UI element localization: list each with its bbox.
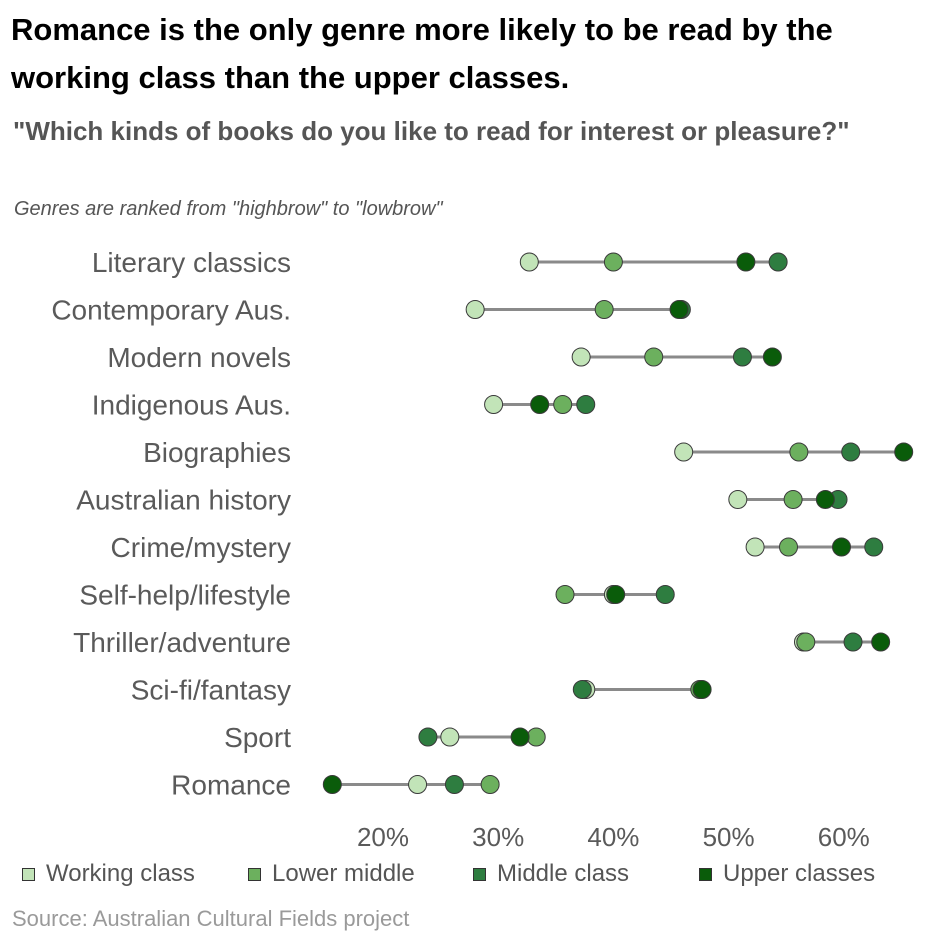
x-tick-label: 40% xyxy=(587,822,639,852)
dot-contemporary-aus-upper-classes xyxy=(669,300,689,319)
legend-swatch xyxy=(248,867,261,881)
category-label-sport: Sport xyxy=(224,722,291,753)
dot-literary-classics-lower-middle xyxy=(603,252,623,272)
dot-thriller-adventure-upper-classes xyxy=(871,632,891,652)
dot-self-help-lifestyle-middle-class xyxy=(655,585,675,604)
category-label-literary-classics: Literary classics xyxy=(92,247,291,278)
chart-note: Genres are ranked from "highbrow" to "lo… xyxy=(14,198,443,220)
category-label-modern-novels: Modern novels xyxy=(107,342,291,373)
dot-modern-novels-lower-middle xyxy=(644,347,664,367)
dot-sci-fi-fantasy-middle-class xyxy=(572,680,592,699)
dot-australian-history-lower-middle xyxy=(783,490,803,509)
x-tick-label: 30% xyxy=(472,822,524,852)
dot-biographies-upper-classes xyxy=(894,442,914,462)
legend-item-upper-classes: Upper classes xyxy=(699,860,875,888)
category-label-thriller-adventure: Thriller/adventure xyxy=(73,627,291,658)
dot-crime-mystery-lower-middle xyxy=(779,537,799,557)
x-tick-label: 60% xyxy=(818,822,870,852)
dot-indigenous-aus-working-class xyxy=(484,395,504,414)
dot-contemporary-aus-lower-middle xyxy=(594,300,614,319)
category-label-contemporary-aus: Contemporary Aus. xyxy=(51,295,291,326)
category-label-self-help-lifestyle: Self-help/lifestyle xyxy=(79,580,291,611)
dot-crime-mystery-middle-class xyxy=(864,537,884,557)
dot-sport-working-class xyxy=(440,727,460,747)
dot-romance-working-class xyxy=(408,775,428,794)
dot-indigenous-aus-upper-classes xyxy=(530,395,550,414)
dot-modern-novels-upper-classes xyxy=(762,347,782,367)
dot-sport-lower-middle xyxy=(526,727,546,747)
dot-biographies-working-class xyxy=(674,442,694,462)
dot-literary-classics-middle-class xyxy=(768,252,788,272)
chart-title: Romance is the only genre more likely to… xyxy=(11,12,833,95)
dot-romance-lower-middle xyxy=(480,775,500,794)
dot-crime-mystery-working-class xyxy=(745,537,765,557)
legend-label: Upper classes xyxy=(723,860,876,887)
dot-sport-middle-class xyxy=(418,727,438,747)
category-label-romance: Romance xyxy=(171,770,291,801)
dot-literary-classics-working-class xyxy=(519,252,539,272)
dot-thriller-adventure-lower-middle xyxy=(796,632,816,652)
dot-australian-history-working-class xyxy=(728,490,748,509)
dot-modern-novels-working-class xyxy=(571,347,591,367)
dot-romance-middle-class xyxy=(444,775,464,794)
category-label-sci-fi-fantasy: Sci-fi/fantasy xyxy=(131,675,291,706)
x-tick-label: 50% xyxy=(703,822,755,852)
dot-contemporary-aus-working-class xyxy=(465,300,485,319)
category-label-indigenous-aus: Indigenous Aus. xyxy=(92,390,291,421)
category-label-biographies: Biographies xyxy=(143,437,291,468)
dot-plot-chart: Literary classics Contemporary Aus. Modern… xyxy=(51,247,914,852)
dot-self-help-lifestyle-lower-middle xyxy=(555,585,575,604)
dot-crime-mystery-upper-classes xyxy=(831,537,851,557)
dot-biographies-lower-middle xyxy=(789,442,809,462)
legend-swatch xyxy=(22,867,35,881)
legend-swatch xyxy=(699,867,712,881)
chart-subtitle: "Which kinds of books do you like to rea… xyxy=(13,116,850,146)
x-tick-label: 20% xyxy=(357,822,409,852)
dot-sport-upper-classes xyxy=(510,727,530,747)
dot-biographies-middle-class xyxy=(841,442,861,462)
dot-australian-history-upper-classes xyxy=(815,490,835,509)
legend-label: Middle class xyxy=(497,860,630,887)
dot-literary-classics-upper-classes xyxy=(736,252,756,272)
legend-label: Lower middle xyxy=(272,860,415,887)
chart-legend: Working class Lower middle Middle class Upp… xyxy=(0,860,944,894)
legend-item-middle-class: Middle class xyxy=(473,860,629,888)
legend-item-working-class: Working class xyxy=(22,860,195,888)
source-note: Source: Australian Cultural Fields proje… xyxy=(12,906,410,931)
category-label-crime-mystery: Crime/mystery xyxy=(111,532,291,563)
dot-indigenous-aus-lower-middle xyxy=(553,395,573,414)
dot-sci-fi-fantasy-upper-classes xyxy=(692,680,712,699)
legend-swatch xyxy=(473,867,486,881)
dot-modern-novels-middle-class xyxy=(732,347,752,367)
dot-indigenous-aus-middle-class xyxy=(576,395,596,414)
legend-label: Working class xyxy=(46,860,195,887)
dot-self-help-lifestyle-upper-classes xyxy=(606,585,626,604)
category-label-australian-history: Australian history xyxy=(76,485,291,516)
legend-item-lower-middle: Lower middle xyxy=(248,860,415,888)
dot-romance-upper-classes xyxy=(322,775,342,794)
dot-thriller-adventure-middle-class xyxy=(843,632,863,652)
